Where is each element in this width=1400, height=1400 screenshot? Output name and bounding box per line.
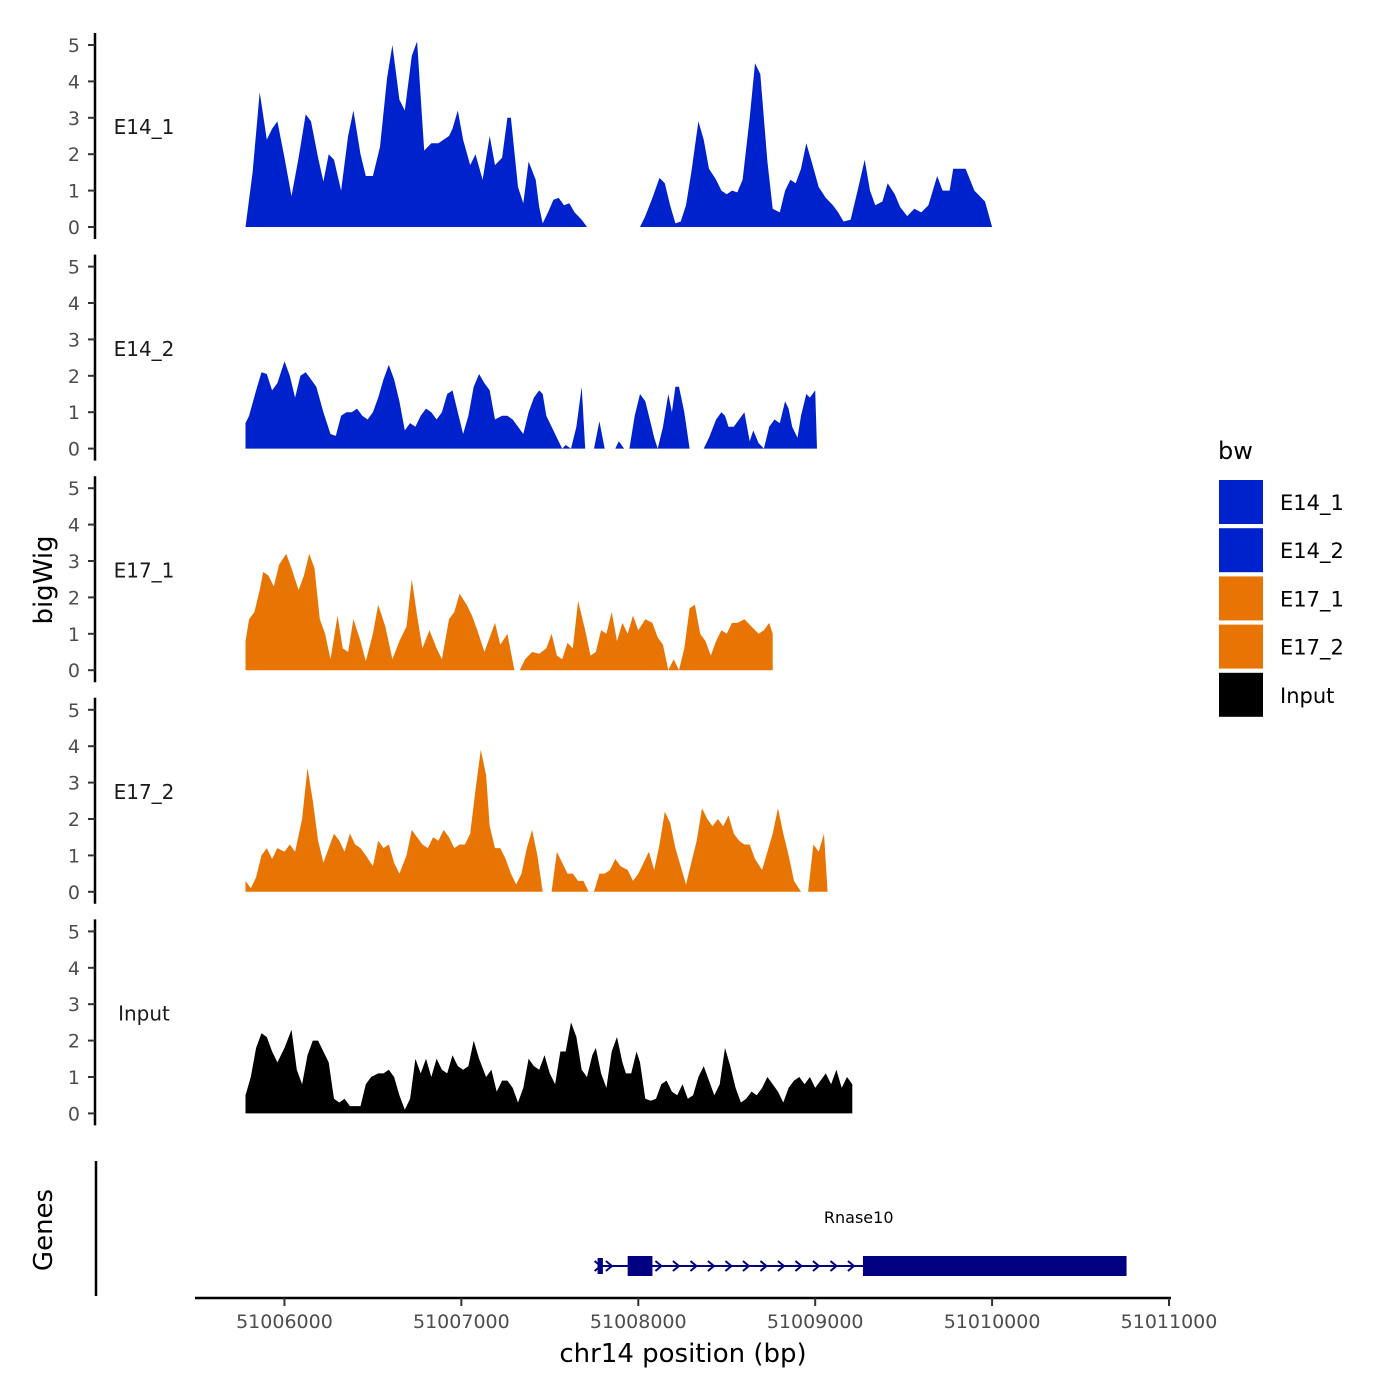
y-tick-label: 4	[68, 293, 80, 315]
signal-area-E14_2	[245, 361, 817, 449]
legend-label: E17_2	[1280, 636, 1344, 661]
track-label-E14_2: E14_2	[114, 337, 175, 361]
y-tick-label: 2	[68, 587, 80, 609]
strand-arrow	[707, 1260, 716, 1272]
y-tick-label: 5	[68, 921, 80, 943]
legend-item-E14_1: E14_1	[1219, 480, 1344, 524]
gene-exon	[597, 1258, 603, 1274]
x-tick-label: 51010000	[944, 1311, 1041, 1333]
legend-label: Input	[1280, 684, 1334, 708]
track-label-Input: Input	[118, 1002, 170, 1026]
gene-exon	[627, 1256, 653, 1276]
signal-area-E17_1	[245, 553, 773, 671]
y-tick-label: 5	[68, 478, 80, 500]
y-tick-label: 2	[68, 809, 80, 831]
track-label-E17_2: E17_2	[114, 780, 175, 804]
x-axis: 51006000 51007000 51008000 51009000 51010000…	[195, 1296, 1217, 1369]
legend-swatch	[1219, 672, 1263, 717]
strand-arrow	[759, 1260, 768, 1272]
y-tick-label: 1	[68, 624, 80, 646]
track-label-E17_1: E17_1	[114, 558, 175, 582]
gene-track-title: Genes	[29, 1189, 59, 1271]
track-E17_1: 0 1 2 3 4 5 E17_1	[68, 476, 773, 683]
legend-label: E14_1	[1280, 491, 1344, 516]
legend-label: E17_1	[1280, 587, 1344, 612]
strand-arrow	[829, 1260, 838, 1272]
legend-item-E17_1: E17_1	[1219, 576, 1344, 621]
gene-track: Genes Rnase10	[29, 1161, 1127, 1296]
legend-swatch	[1219, 624, 1263, 669]
x-axis-ticks: 51006000 51007000 51008000 51009000 51010000…	[236, 1298, 1217, 1333]
strand-arrow	[672, 1260, 681, 1272]
strand-arrow	[654, 1260, 663, 1272]
y-tick-label: 0	[68, 1103, 80, 1125]
y-tick-label: 5	[68, 700, 80, 722]
signal-tracks: 0 1 2 3 4 5 E14_1 0 1 2 3 4 5 E14_2 0 1 2 3 4 5 E17_1 0 1 2 3 4 5 E…	[68, 33, 993, 1126]
track-E14_2: 0 1 2 3 4 5 E14_2	[68, 254, 817, 461]
y-tick-label: 1	[68, 181, 80, 203]
legend-swatch	[1219, 480, 1263, 524]
y-tick-label: 2	[68, 144, 80, 166]
legend-item-E17_2: E17_2	[1219, 624, 1344, 669]
x-axis-title: chr14 position (bp)	[559, 1339, 806, 1369]
gene-model	[593, 1256, 1127, 1276]
y-tick-label: 1	[68, 1067, 80, 1089]
legend-item-Input: Input	[1219, 672, 1334, 717]
y-tick-label: 2	[68, 366, 80, 388]
legend-label: E14_2	[1280, 539, 1344, 564]
y-axis-title: bigWig	[29, 535, 59, 624]
y-tick-label: 4	[68, 958, 80, 980]
track-E14_1: 0 1 2 3 4 5 E14_1	[68, 33, 993, 239]
y-tick-label: 3	[68, 551, 80, 573]
y-tick-label: 0	[68, 660, 80, 682]
legend-swatch	[1219, 528, 1263, 573]
legend-swatch	[1219, 576, 1263, 621]
track-label-E14_1: E14_1	[114, 115, 175, 139]
signal-area-E17_2	[245, 749, 828, 892]
y-tick-label: 0	[68, 439, 80, 461]
y-tick-label: 5	[68, 257, 80, 279]
legend: bw E14_1 E14_2 E17_1 E17_2 Input	[1218, 437, 1344, 717]
legend-item-E14_2: E14_2	[1219, 528, 1344, 573]
legend-items: E14_1 E14_2 E17_1 E17_2 Input	[1219, 480, 1344, 717]
x-tick-label: 51006000	[236, 1311, 333, 1333]
y-tick-label: 4	[68, 71, 80, 93]
strand-arrow	[847, 1260, 856, 1272]
strand-arrow	[605, 1260, 614, 1272]
y-tick-label: 2	[68, 1031, 80, 1053]
x-tick-label: 51008000	[590, 1311, 687, 1333]
strand-arrow	[724, 1260, 733, 1272]
y-tick-label: 4	[68, 736, 80, 758]
gene-name-label: Rnase10	[824, 1208, 894, 1227]
strand-arrow	[794, 1260, 803, 1272]
x-tick-label: 51009000	[767, 1311, 864, 1333]
track-E17_2: 0 1 2 3 4 5 E17_2	[68, 697, 828, 904]
y-tick-label: 0	[68, 217, 80, 239]
y-tick-label: 3	[68, 773, 80, 795]
y-tick-label: 1	[68, 845, 80, 867]
strand-arrow	[777, 1260, 786, 1272]
strand-arrow	[742, 1260, 751, 1272]
gene-exon	[862, 1256, 1127, 1276]
x-tick-label: 51011000	[1121, 1311, 1218, 1333]
strand-arrow	[812, 1260, 821, 1272]
y-tick-label: 3	[68, 108, 80, 130]
strand-arrow	[689, 1260, 698, 1272]
y-tick-label: 4	[68, 515, 80, 537]
signal-area-Input	[245, 1022, 853, 1114]
legend-title: bw	[1218, 437, 1253, 465]
x-tick-label: 51007000	[413, 1311, 510, 1333]
signal-area-E14_1	[245, 41, 993, 228]
y-tick-label: 3	[68, 329, 80, 351]
y-tick-label: 5	[68, 35, 80, 57]
track-Input: 0 1 2 3 4 5 Input	[68, 919, 853, 1126]
y-tick-label: 3	[68, 994, 80, 1016]
y-tick-label: 0	[68, 882, 80, 904]
y-tick-label: 1	[68, 402, 80, 424]
